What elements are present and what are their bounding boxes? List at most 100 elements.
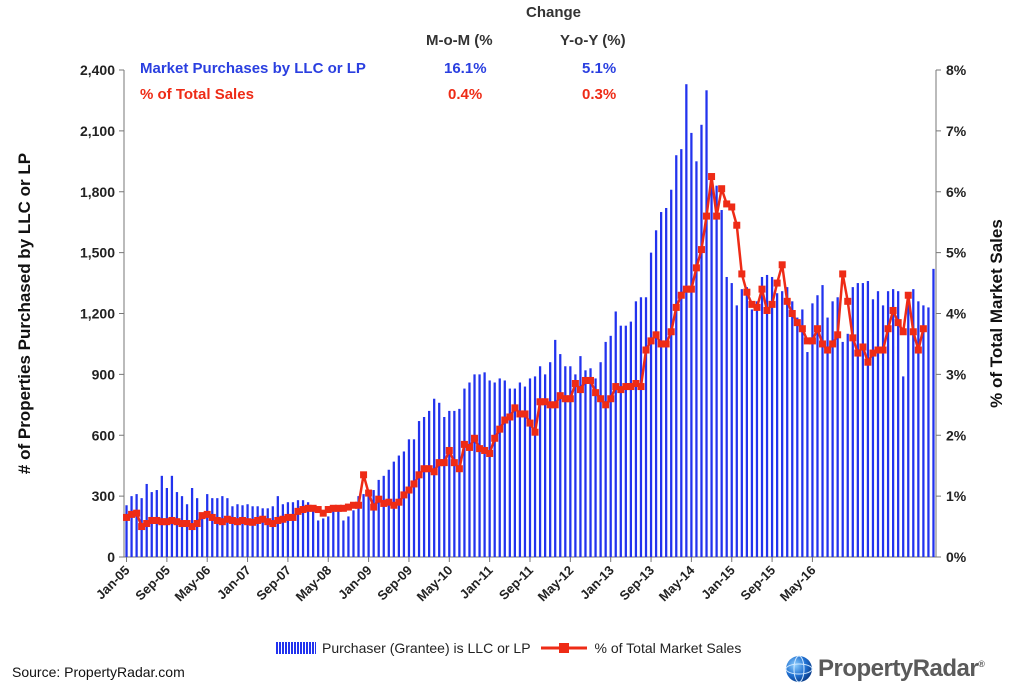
percent-point [834, 331, 842, 339]
percent-point [733, 221, 741, 229]
bar [690, 132, 693, 557]
bar [811, 303, 814, 557]
percent-point [536, 398, 544, 406]
percent-point [556, 392, 564, 400]
percent-point [793, 319, 801, 327]
bar [523, 386, 527, 557]
bar [846, 333, 849, 557]
x-axis-tick-label: Jan-09 [335, 563, 375, 603]
bar [312, 506, 315, 557]
bar [488, 380, 491, 557]
x-axis-tick-label: May-14 [656, 562, 698, 604]
percent-point [864, 358, 872, 366]
percent-point [506, 413, 514, 421]
bar [503, 380, 506, 557]
percent-point [153, 516, 161, 524]
bar [705, 90, 708, 557]
bar [791, 301, 794, 557]
bar [765, 274, 769, 557]
bar [407, 439, 411, 557]
percent-point [223, 515, 231, 523]
bar [236, 504, 239, 557]
bar [629, 321, 632, 557]
bar [670, 189, 673, 557]
percent-point [450, 459, 458, 467]
percent-point [460, 440, 468, 448]
x-axis-tick-label: Sep-05 [132, 563, 173, 604]
source-note: Source: PropertyRadar.com [12, 664, 185, 680]
bar [861, 283, 864, 557]
bar [367, 490, 370, 557]
x-axis-tick-label: Sep-07 [253, 563, 294, 604]
percent-point [682, 285, 690, 293]
percent-point [808, 337, 816, 345]
percent-point [138, 523, 146, 531]
percent-point [758, 285, 766, 293]
right-axis-tick-label: 8% [946, 62, 967, 78]
percent-point [455, 465, 463, 473]
bar [286, 502, 290, 557]
bar [337, 506, 340, 557]
percent-point [355, 501, 363, 509]
left-axis-tick-label: 2,400 [80, 62, 115, 78]
percent-point [329, 504, 337, 512]
right-axis-tick-label: 3% [946, 366, 967, 382]
bar [695, 161, 698, 557]
left-axis-title: # of Properties Purchased by LLC or LP [15, 153, 34, 474]
bar [710, 183, 713, 557]
bar [886, 291, 890, 557]
percent-point [531, 428, 539, 436]
percent-point [909, 328, 917, 336]
percent-point [884, 325, 892, 333]
percent-point [521, 410, 529, 418]
left-axis-tick-label: 300 [92, 488, 116, 504]
bar [190, 488, 194, 557]
percent-point [773, 279, 781, 287]
percent-point [677, 291, 685, 299]
percent-point [405, 486, 413, 494]
bar [246, 504, 249, 557]
percent-point [178, 520, 186, 528]
bar [725, 276, 728, 557]
bar [796, 317, 799, 557]
left-axis-tick-label: 1,500 [80, 245, 115, 261]
x-axis-tick-label: May-12 [535, 563, 577, 605]
left-axis-tick-label: 0 [107, 549, 115, 565]
bar [609, 335, 612, 557]
percent-point [607, 395, 615, 403]
percent-point [632, 380, 640, 388]
percent-point [743, 288, 751, 296]
bar [306, 502, 310, 557]
propertyradar-logo: PropertyRadar® [784, 654, 985, 684]
percent-point [672, 303, 680, 311]
percent-point [879, 346, 887, 354]
percent-point [516, 410, 524, 418]
percent-point [637, 383, 645, 391]
bar [493, 382, 496, 557]
bar [392, 461, 395, 557]
bar [644, 297, 648, 557]
percent-point [889, 306, 897, 314]
x-axis-tick-label: Jan-13 [577, 563, 617, 603]
bar [559, 354, 562, 557]
yoy-column-header: Y-o-Y (%) [560, 32, 626, 49]
bar [196, 498, 199, 557]
bar [801, 309, 804, 557]
percent-point [173, 518, 181, 526]
legend-bar-swatch [276, 642, 316, 654]
bar [554, 339, 557, 557]
bar [513, 388, 516, 557]
bar [206, 494, 209, 557]
bar [518, 382, 522, 557]
percent-point [894, 319, 902, 327]
bar [357, 496, 360, 558]
percent-point [899, 328, 907, 336]
percent-point [718, 185, 726, 193]
bar [680, 149, 683, 557]
percent-point [697, 246, 705, 254]
bar [866, 281, 870, 557]
percent-point [652, 331, 660, 339]
percent-point [254, 516, 262, 524]
chart-legend: Purchaser (Grantee) is LLC or LP % of To… [276, 640, 741, 656]
percent-point [723, 200, 731, 208]
